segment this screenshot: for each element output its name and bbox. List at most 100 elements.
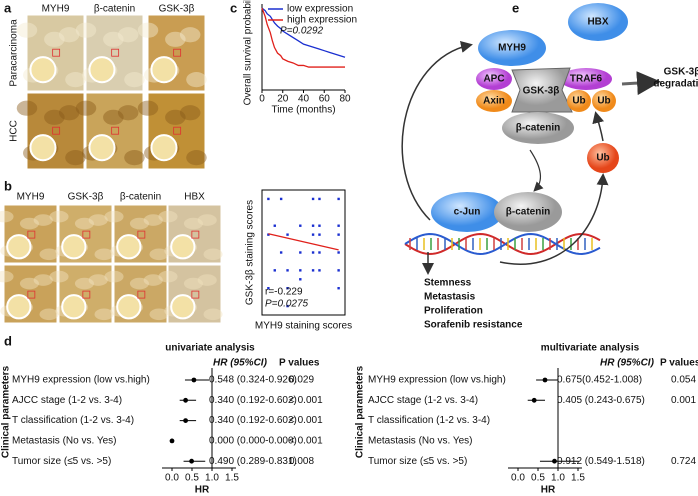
node-shape bbox=[511, 67, 573, 113]
x-tick-label: 40 bbox=[298, 94, 310, 105]
outcome: Metastasis bbox=[424, 292, 476, 303]
point bbox=[337, 287, 340, 290]
outcome: Stemness bbox=[424, 278, 472, 289]
inset-core bbox=[61, 234, 87, 260]
hr-label: 0.675(0.452-1.008) bbox=[557, 375, 642, 386]
dna-strand bbox=[404, 233, 601, 255]
hr-label: 0.490 (0.289-0.831) bbox=[209, 456, 297, 467]
x-tick-label: 60 bbox=[319, 94, 331, 105]
node-shape bbox=[568, 3, 628, 41]
inset-core bbox=[6, 234, 32, 260]
point bbox=[299, 251, 302, 254]
inset-core bbox=[170, 234, 196, 260]
texture bbox=[186, 72, 207, 88]
point bbox=[318, 197, 321, 201]
texture bbox=[203, 248, 223, 261]
texture bbox=[104, 210, 124, 223]
zoom-box bbox=[191, 230, 200, 239]
point bbox=[267, 287, 270, 290]
point bbox=[311, 269, 315, 272]
row-label: T classification (1-2 vs. 3-4) bbox=[368, 415, 490, 426]
texture bbox=[19, 277, 39, 290]
texture bbox=[0, 270, 14, 283]
column-header: MYH9 bbox=[42, 4, 70, 15]
texture bbox=[197, 274, 217, 286]
point bbox=[286, 304, 289, 308]
inset-core bbox=[6, 294, 32, 320]
row-label: AJCC stage (1-2 vs. 3-4) bbox=[368, 395, 478, 406]
point bbox=[279, 197, 283, 201]
zoom-box bbox=[27, 290, 36, 299]
hr-label: 0.548 (0.324-0.926) bbox=[209, 375, 297, 386]
diagram: HBX MYH9 APC TRAF6 GSK-3β Axin Ub Ub β-catenin GS… bbox=[401, 3, 698, 331]
arrow bbox=[621, 71, 661, 96]
hr-label: 0.000 (0.000-0.000) bbox=[209, 436, 297, 447]
inset-core bbox=[116, 294, 142, 320]
column-header: GSK-3β bbox=[68, 192, 104, 203]
texture bbox=[117, 105, 139, 121]
inset-core bbox=[88, 56, 116, 84]
texture bbox=[143, 214, 163, 226]
hr-label: 0.405 (0.243-0.675) bbox=[557, 395, 645, 406]
texture bbox=[33, 274, 53, 286]
point bbox=[318, 233, 321, 236]
x-tick-label: 0.5 bbox=[531, 473, 545, 484]
hr-label: 0.340 (0.192-0.602) bbox=[209, 415, 297, 426]
x-axis-label: MYH9 staining scores bbox=[255, 321, 352, 332]
zoom-box bbox=[27, 230, 36, 239]
texture bbox=[149, 248, 169, 261]
point bbox=[337, 251, 340, 254]
row-label: MYH9 expression (low vs.high) bbox=[368, 375, 506, 386]
hr-label: 0.912 (0.549-1.518) bbox=[557, 456, 645, 467]
texture bbox=[39, 308, 59, 321]
point bbox=[273, 224, 276, 227]
legend-label: high expression bbox=[287, 15, 357, 26]
hr-point bbox=[552, 458, 557, 464]
inset-core bbox=[150, 56, 178, 84]
texture bbox=[16, 100, 38, 116]
point bbox=[267, 197, 270, 201]
hr-point bbox=[531, 397, 537, 403]
row-label: T classification (1-2 vs. 3-4) bbox=[12, 415, 134, 426]
column-header: HR (95%CI) bbox=[600, 358, 655, 369]
row-label: Tumor size (≤5 vs. >5) bbox=[368, 456, 467, 467]
row-label: Metastasis (No vs. Yes) bbox=[368, 436, 472, 447]
node-shape bbox=[476, 68, 512, 90]
node-shape bbox=[431, 192, 503, 232]
node-label: GSK-3β bbox=[523, 86, 560, 97]
x-tick-label: 0.0 bbox=[511, 473, 525, 484]
x-tick-label: 1.5 bbox=[225, 473, 239, 484]
inset-core bbox=[61, 294, 87, 320]
texture bbox=[203, 308, 223, 321]
node-label: Ub bbox=[596, 153, 609, 164]
texture bbox=[88, 214, 108, 226]
node-shape bbox=[502, 112, 574, 144]
point bbox=[318, 269, 321, 272]
texture bbox=[75, 100, 97, 116]
texture bbox=[94, 308, 114, 321]
point bbox=[299, 224, 302, 227]
p-label: 0.008 bbox=[289, 456, 314, 467]
x-tick-label: 0.5 bbox=[185, 473, 199, 484]
inset-core bbox=[88, 134, 116, 162]
point bbox=[311, 251, 315, 254]
degradation-label: GSK-3β bbox=[664, 67, 698, 78]
point bbox=[286, 233, 289, 236]
annotation: r=-0.229 bbox=[265, 287, 303, 298]
y-axis-label: Overall survival probability bbox=[243, 0, 254, 105]
arrow bbox=[529, 149, 544, 192]
texture bbox=[158, 210, 178, 223]
texture bbox=[49, 210, 69, 223]
micrographs: MYH9 β-catenin GSK-3β Paracarcinoma HCC MYH9 G… bbox=[0, 4, 223, 324]
point bbox=[299, 269, 302, 272]
node-shape bbox=[587, 143, 619, 173]
point bbox=[311, 224, 315, 227]
zoom-box bbox=[52, 126, 61, 135]
hr-point bbox=[169, 438, 175, 444]
texture bbox=[104, 270, 124, 283]
node-label: Axin bbox=[483, 96, 505, 107]
plot-frame bbox=[261, 189, 346, 316]
forest-title: univariate analysis bbox=[165, 343, 255, 354]
texture bbox=[103, 109, 124, 125]
